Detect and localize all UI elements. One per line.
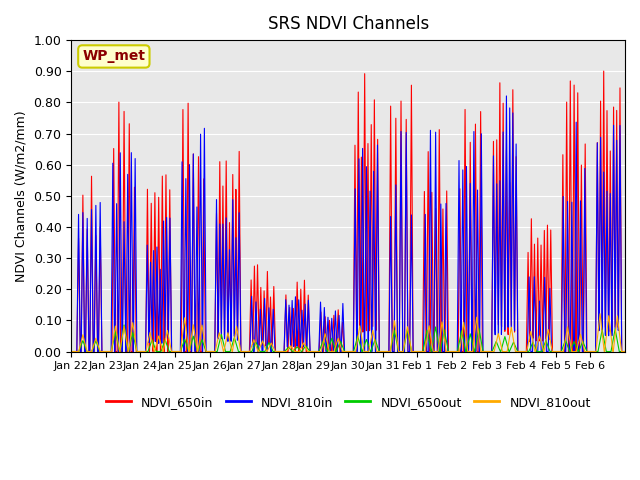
Text: WP_met: WP_met (83, 49, 145, 63)
Legend: NDVI_650in, NDVI_810in, NDVI_650out, NDVI_810out: NDVI_650in, NDVI_810in, NDVI_650out, NDV… (100, 391, 596, 414)
Title: SRS NDVI Channels: SRS NDVI Channels (268, 15, 429, 33)
Y-axis label: NDVI Channels (W/m2/mm): NDVI Channels (W/m2/mm) (15, 110, 28, 282)
